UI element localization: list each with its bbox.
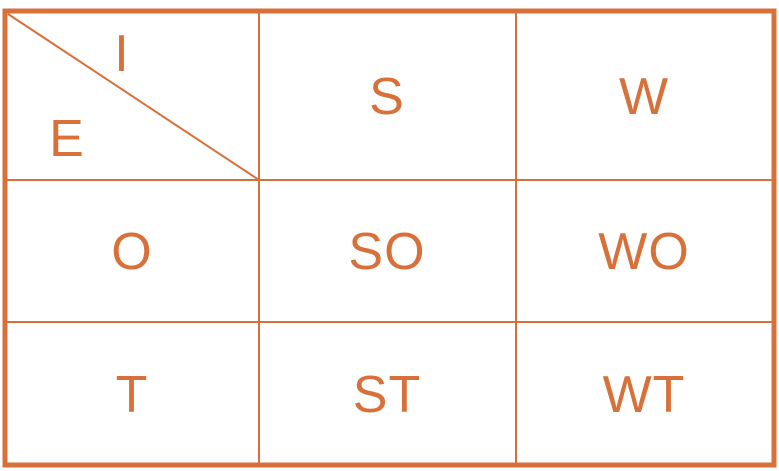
row-header-t: T	[115, 366, 149, 424]
column-header-w: W	[618, 68, 670, 126]
corner-diagonal	[7, 13, 260, 181]
cell-wo: WO	[598, 223, 690, 281]
corner-label-external: E	[49, 110, 85, 168]
matrix-border	[2, 8, 777, 468]
cell-wt: WT	[602, 366, 686, 424]
row-header-o: O	[111, 223, 153, 281]
corner-label-internal: I	[114, 25, 130, 83]
column-header-s: S	[369, 68, 405, 126]
cell-so: SO	[348, 223, 426, 281]
cell-st: ST	[352, 366, 422, 424]
